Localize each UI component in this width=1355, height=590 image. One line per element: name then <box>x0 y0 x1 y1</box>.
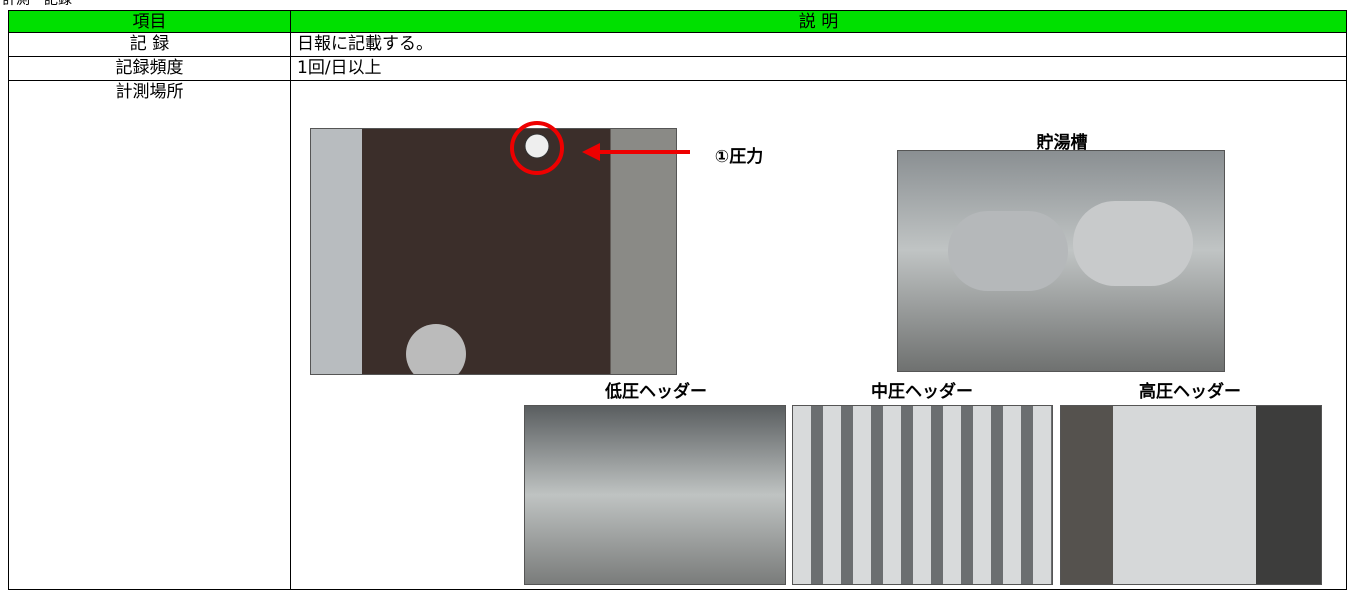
row-value: 1回/日以上 <box>290 56 1347 81</box>
photo-label: 中圧ヘッダー <box>871 382 973 402</box>
photo-label: 高圧ヘッダー <box>1139 382 1241 402</box>
row-value: 日報に記載する。 <box>290 32 1347 57</box>
section-title: 計測・記録 <box>2 0 72 8</box>
header-cell: 説 明 <box>290 10 1347 33</box>
row-label: 記録頻度 <box>8 56 291 81</box>
photo-boiler <box>310 128 677 375</box>
photo-low-header <box>524 405 786 585</box>
photo-high-header <box>1060 405 1322 585</box>
photo-label: 低圧ヘッダー <box>605 382 707 402</box>
gauge <box>524 133 550 159</box>
tank <box>1073 201 1193 286</box>
header-cell: 項目 <box>8 10 291 33</box>
photo-label: ①圧力 <box>714 147 764 167</box>
arrowhead <box>582 143 600 161</box>
burner <box>406 324 466 374</box>
highlight-circle <box>510 121 564 175</box>
annotation <box>510 121 690 175</box>
tank <box>948 211 1068 291</box>
photo-mid-header <box>792 405 1053 585</box>
photo-label: 貯湯槽 <box>1036 133 1088 153</box>
row-label: 計測場所 <box>8 80 291 590</box>
photo-tank <box>897 150 1225 372</box>
row-label: 記 録 <box>8 32 291 57</box>
